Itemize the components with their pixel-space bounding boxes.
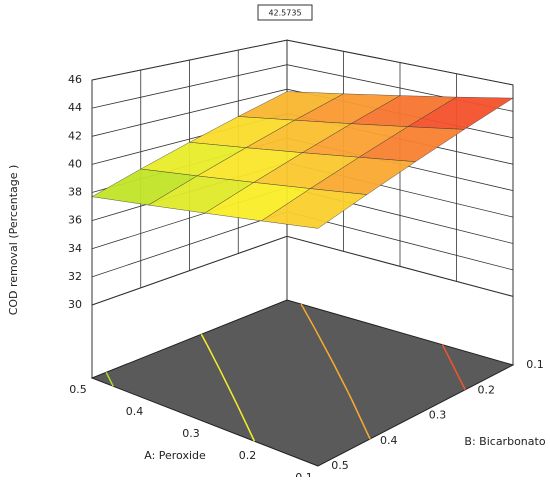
x-tick-label: 0.4 bbox=[126, 405, 144, 418]
contour-line bbox=[237, 406, 256, 442]
contour-line bbox=[229, 390, 239, 408]
y-tick-label: 0.4 bbox=[380, 434, 398, 447]
z-tick-label: 40 bbox=[68, 157, 82, 170]
x-tick-label: 0.2 bbox=[239, 449, 257, 462]
y-tick-label: 0.3 bbox=[429, 409, 447, 422]
x-axis-label: A: Peroxide bbox=[144, 449, 206, 462]
contour-line bbox=[200, 333, 208, 346]
x-tick-label: 0.3 bbox=[182, 427, 200, 440]
contour-line bbox=[351, 399, 371, 440]
y-axis-label: B: Bicarbonato bbox=[464, 435, 545, 448]
contour-line bbox=[347, 392, 353, 401]
contour-line bbox=[323, 346, 334, 364]
contour-line bbox=[314, 328, 326, 347]
x-tick-label: 0.5 bbox=[69, 383, 87, 396]
annotation: 42.5735 bbox=[268, 9, 301, 18]
y-tick-label: 0.2 bbox=[478, 383, 496, 396]
y-tick-label: 0.1 bbox=[526, 358, 544, 371]
z-tick-label: 36 bbox=[68, 214, 82, 227]
z-tick-label: 32 bbox=[68, 270, 82, 283]
contour-line bbox=[105, 371, 114, 387]
z-tick-label: 44 bbox=[68, 101, 82, 114]
contour-line bbox=[446, 353, 466, 391]
x-tick-label: 0.1 bbox=[295, 471, 313, 477]
surface-patch bbox=[260, 188, 368, 229]
contour-line bbox=[441, 344, 448, 354]
grid-line bbox=[91, 39, 514, 86]
y-tick-label: 0.5 bbox=[331, 459, 349, 472]
contour-line bbox=[300, 303, 316, 329]
z-tick-label: 46 bbox=[68, 73, 82, 86]
contour-line bbox=[206, 344, 221, 370]
annotation-box bbox=[257, 4, 313, 21]
z-tick-label: 38 bbox=[68, 186, 82, 199]
floor bbox=[90, 299, 515, 467]
contour-line bbox=[332, 362, 350, 394]
contour-line bbox=[219, 369, 232, 392]
z-tick-label: 34 bbox=[68, 242, 82, 255]
z-axis-label: COD removal (Percentage ) bbox=[7, 165, 20, 316]
z-tick-label: 30 bbox=[68, 298, 82, 311]
z-tick-label: 42 bbox=[68, 129, 82, 142]
